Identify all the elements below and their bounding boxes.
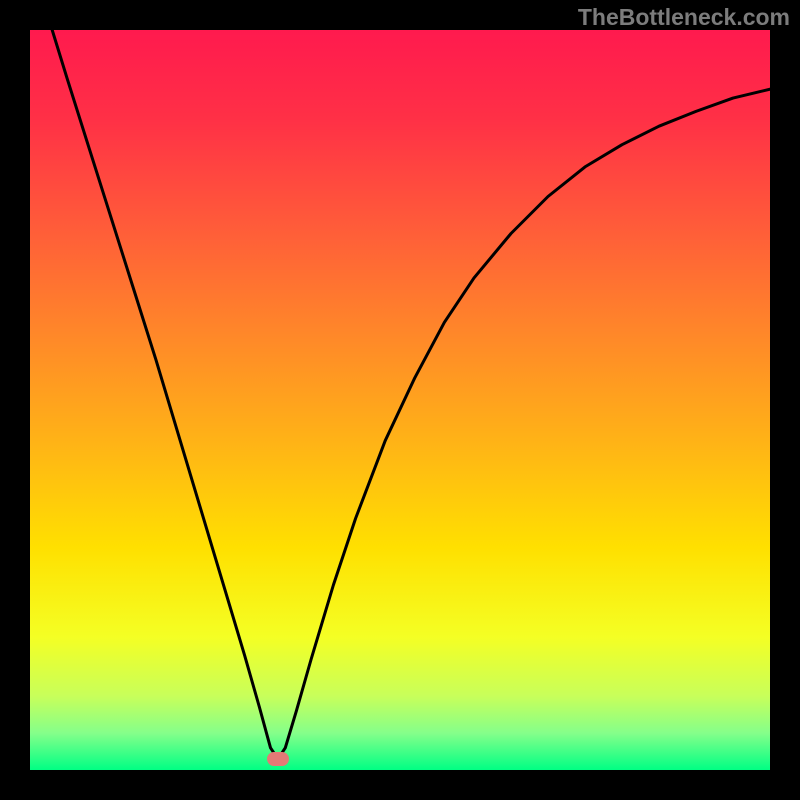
watermark-text: TheBottleneck.com [578, 4, 790, 31]
plot-area [30, 30, 770, 770]
minimum-marker [267, 752, 289, 766]
bottleneck-curve [30, 30, 770, 770]
curve-path [52, 30, 770, 759]
chart-stage: TheBottleneck.com [0, 0, 800, 800]
